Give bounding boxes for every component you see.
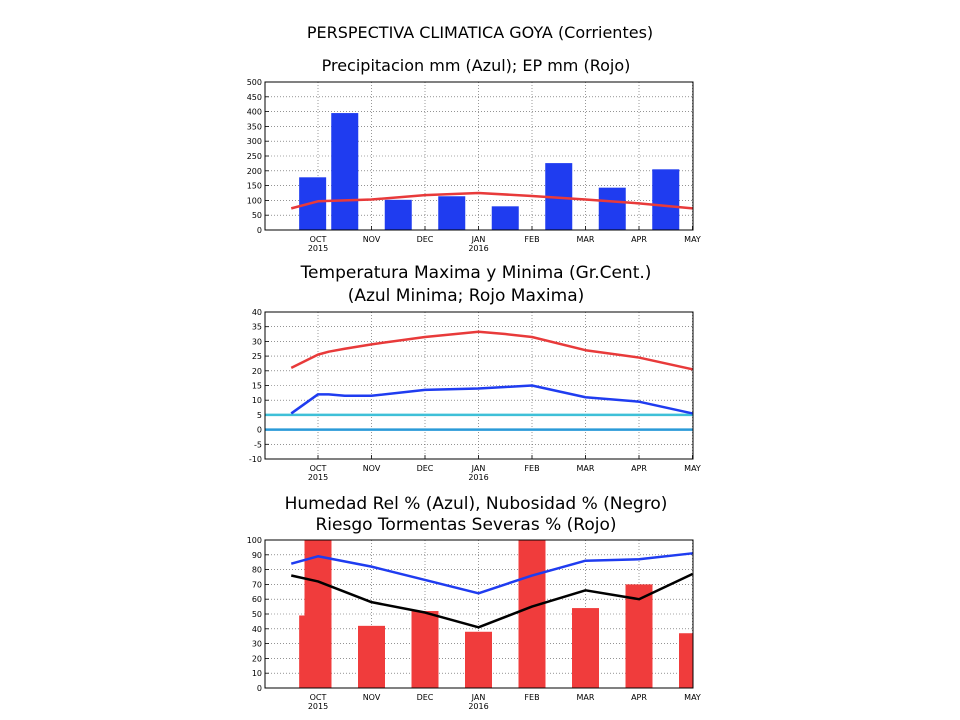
storm-risk-bar [465, 631, 492, 688]
humidity-chart: 0 10 20 30 40 50 60 70 80 90 100 OCT NOV DEC JAN FEB MAR… [247, 536, 701, 711]
storm-risk-bar [679, 633, 693, 688]
humid-xtick-label: JAN [471, 693, 486, 702]
humid-ytick-label: 30 [252, 640, 262, 649]
humid-ytick-label: 40 [252, 625, 262, 634]
storm-risk-bar [625, 584, 653, 688]
humid-ytick-label: 10 [252, 669, 262, 678]
humid-xtick-label: MAR [577, 693, 595, 702]
precip-ytick-label: 0 [257, 226, 262, 235]
humid-ytick-label: 20 [252, 654, 262, 663]
humid-ytick-label: 50 [252, 610, 262, 619]
precip-ytick-label: 450 [247, 93, 262, 102]
temp-year-label: 2015 [308, 473, 328, 482]
storm-risk-bar [358, 625, 385, 688]
humid-ytick-label: 100 [247, 536, 262, 545]
temp-xtick-label: FEB [524, 464, 539, 473]
humid-ytick-label: 0 [257, 684, 262, 693]
precip-ytick-label: 500 [247, 78, 262, 87]
temp-frame [264, 311, 694, 460]
temp-data [265, 330, 693, 431]
temp-ytick-label: 40 [252, 308, 262, 317]
precip-ytick-label: 250 [247, 152, 262, 161]
humid-ytick-label: 80 [252, 566, 262, 575]
temp-ytick-label: 15 [252, 382, 262, 391]
temp-ytick-label: 5 [257, 411, 262, 420]
precip-bar [384, 199, 412, 230]
max-temp-line [290, 330, 693, 371]
main-title: PERSPECTIVA CLIMATICA GOYA (Corrientes) [307, 23, 653, 42]
temp-ytick-label: 0 [257, 426, 262, 435]
precip-ytick-label: 350 [247, 122, 262, 131]
temp-xtick-label: OCT [310, 464, 327, 473]
precip-xtick-label: FEB [524, 235, 539, 244]
temp-xtick-label: NOV [363, 464, 381, 473]
temp-xtick-label: MAY [684, 464, 701, 473]
cloudiness-line [290, 572, 693, 629]
min-temp-line [290, 384, 693, 415]
humid-ytick-label: 90 [252, 551, 262, 560]
humid-year-label: 2016 [468, 702, 488, 711]
humid-xtick-label: OCT [310, 693, 327, 702]
humid-frame [264, 539, 694, 689]
humid-xtick-label: FEB [524, 693, 539, 702]
precip-ytick-label: 200 [247, 167, 262, 176]
temp-subtitle: (Azul Minima; Rojo Maxima) [348, 286, 585, 306]
humid-year-label: 2015 [308, 702, 328, 711]
temperature-chart: -10 -5 0 5 10 15 20 25 30 35 40 OCT NOV DEC JAN FEB MAR A… [249, 308, 701, 482]
precip-bar [331, 113, 359, 230]
humid-ytick-label: 60 [252, 595, 262, 604]
temp-year-label: 2016 [468, 473, 488, 482]
precip-xtick-label: JAN [471, 235, 486, 244]
precip-frame [264, 81, 694, 231]
precip-year-label: 2016 [468, 244, 488, 253]
humidity-title: Humedad Rel % (Azul), Nubosidad % (Negro… [285, 494, 668, 514]
temp-ytick-label: -5 [254, 440, 262, 449]
precip-xtick-label: APR [631, 235, 647, 244]
precip-year-label: 2015 [308, 244, 328, 253]
temp-ytick-label: 30 [252, 337, 262, 346]
storm-risk-bar [411, 611, 439, 688]
humid-xtick-label: MAY [684, 693, 701, 702]
precip-data [290, 113, 733, 230]
precip-bar [598, 187, 626, 230]
humid-xtick-label: DEC [417, 693, 434, 702]
ep-line [290, 191, 693, 210]
storm-risk-bar [304, 540, 332, 688]
humid-ytick-label: 70 [252, 580, 262, 589]
precip-bar [706, 189, 733, 230]
precip-xtick-label: NOV [363, 235, 381, 244]
precip-xtick-label: MAR [577, 235, 595, 244]
temp-xtick-label: MAR [577, 464, 595, 473]
humidity-line [290, 552, 693, 595]
precip-title: Precipitacion mm (Azul); EP mm (Rojo) [322, 56, 631, 75]
temp-ytick-label: 10 [252, 396, 262, 405]
precip-bar [652, 169, 680, 230]
temp-ytick-label: -10 [249, 455, 262, 464]
precip-bar [491, 206, 519, 230]
precip-xtick-label: MAY [684, 235, 701, 244]
precip-xtick-label: DEC [417, 235, 434, 244]
precip-ytick-label: 100 [247, 196, 262, 205]
temp-ytick-label: 20 [252, 367, 262, 376]
precip-ytick-label: 300 [247, 137, 262, 146]
precipitation-chart: 0 50 100 150 200 250 300 350 400 450 500 OCT NOV DEC J… [247, 78, 733, 253]
precip-ytick-label: 150 [247, 182, 262, 191]
humid-data [290, 540, 693, 688]
humid-xtick-label: APR [631, 693, 647, 702]
temp-xtick-label: DEC [417, 464, 434, 473]
temp-xtick-label: JAN [471, 464, 486, 473]
precip-bar [438, 196, 466, 230]
precip-ytick-label: 400 [247, 108, 262, 117]
storm-risk-bar [572, 608, 599, 688]
temp-ytick-label: 35 [252, 323, 262, 332]
precip-xtick-label: OCT [310, 235, 327, 244]
humid-xtick-label: NOV [363, 693, 381, 702]
humidity-subtitle: Riesgo Tormentas Severas % (Rojo) [315, 515, 616, 535]
storm-risk-bar [518, 540, 546, 688]
precip-ytick-label: 50 [252, 211, 262, 220]
temp-ytick-label: 25 [252, 352, 262, 361]
temp-title: Temperatura Maxima y Minima (Gr.Cent.) [300, 263, 652, 283]
temp-xtick-label: APR [631, 464, 647, 473]
